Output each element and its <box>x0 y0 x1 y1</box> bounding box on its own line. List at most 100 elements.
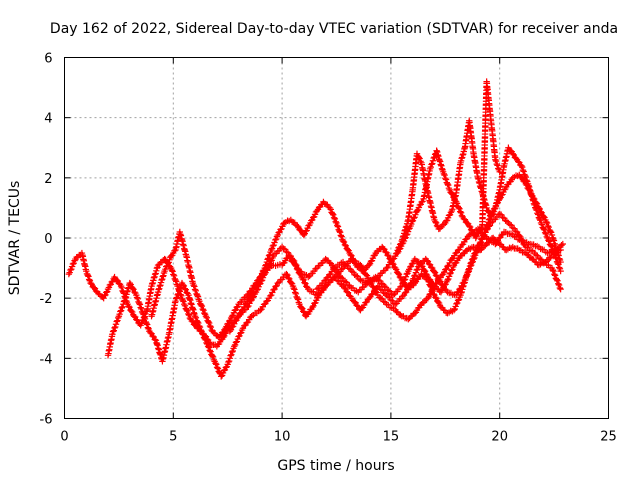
data-point <box>180 300 194 322</box>
y-tick-label: -6 <box>40 413 53 428</box>
data-point <box>537 219 550 241</box>
data-point <box>100 288 111 302</box>
y-axis-label: SDTVAR / TECUs <box>7 181 23 296</box>
data-point <box>198 328 211 348</box>
data-point <box>320 198 332 211</box>
data-point <box>339 282 354 300</box>
data-point <box>535 204 548 221</box>
data-point <box>109 314 122 338</box>
data-point <box>248 307 262 320</box>
data-point <box>148 264 161 290</box>
data-point <box>559 240 567 248</box>
data-point <box>550 249 564 272</box>
data-point <box>244 290 259 311</box>
data-point <box>244 284 259 305</box>
data-point <box>257 297 272 314</box>
data-point <box>339 237 352 254</box>
x-axis-label: GPS time / hours <box>277 458 394 474</box>
data-point <box>524 180 538 207</box>
data-point <box>305 265 319 281</box>
data-point <box>411 302 424 317</box>
data-point <box>487 205 498 221</box>
data-point <box>202 313 215 334</box>
x-tick-label: 10 <box>274 430 291 445</box>
data-point <box>337 273 352 289</box>
data-point <box>191 313 204 334</box>
data-point <box>496 210 511 225</box>
data-point <box>235 300 250 320</box>
grid-lines <box>64 57 609 419</box>
data-point <box>463 255 477 278</box>
data-point <box>374 282 389 297</box>
data-point <box>492 231 507 248</box>
data-point <box>516 246 528 256</box>
x-tick-label: 15 <box>383 430 400 445</box>
data-point <box>513 156 524 169</box>
series-track-6 <box>394 78 503 257</box>
data-point <box>222 314 235 332</box>
data-point <box>215 326 228 341</box>
data-point <box>522 243 536 255</box>
data-point <box>394 239 407 257</box>
series-track-5 <box>313 117 564 293</box>
data-point <box>442 209 455 227</box>
data-point <box>452 161 464 197</box>
data-point <box>261 248 274 272</box>
data-point <box>104 333 116 359</box>
data-point <box>148 291 161 320</box>
data-point <box>300 221 313 239</box>
data-point <box>298 273 311 291</box>
data-point <box>183 252 196 285</box>
data-markers <box>65 78 567 380</box>
data-point <box>161 254 174 275</box>
data-point <box>339 258 354 273</box>
data-point <box>159 333 172 365</box>
data-point <box>424 276 437 298</box>
data-point <box>409 263 422 284</box>
data-point <box>326 204 339 225</box>
data-point <box>217 363 230 380</box>
data-point <box>444 307 456 317</box>
data-point <box>65 257 78 278</box>
data-point <box>365 285 380 302</box>
data-point <box>331 259 345 272</box>
data-point <box>466 117 477 156</box>
data-point <box>522 249 535 262</box>
data-point <box>283 270 296 287</box>
data-point <box>133 291 146 316</box>
data-point <box>470 241 483 260</box>
data-point <box>500 228 515 238</box>
data-point <box>224 345 237 368</box>
data-point <box>405 188 416 224</box>
data-point <box>322 255 335 267</box>
data-point <box>400 224 413 245</box>
data-point <box>357 276 371 286</box>
data-point <box>392 264 405 282</box>
data-point <box>459 213 472 227</box>
data-point <box>503 244 515 254</box>
data-point <box>143 285 155 314</box>
data-point <box>509 172 521 182</box>
data-point <box>235 293 250 308</box>
data-point <box>189 279 202 303</box>
data-point <box>348 294 363 313</box>
data-point <box>496 168 503 176</box>
data-point <box>426 198 438 221</box>
data-point <box>302 305 315 320</box>
data-point <box>274 220 287 239</box>
data-point <box>204 343 218 364</box>
data-point <box>429 264 442 283</box>
data-point <box>231 326 246 350</box>
data-point <box>124 300 137 319</box>
data-point <box>435 221 448 233</box>
x-tick-label: 5 <box>169 430 177 445</box>
data-point <box>476 225 490 248</box>
data-point <box>365 275 380 287</box>
data-point <box>365 251 378 269</box>
y-tick-label: -2 <box>40 292 53 307</box>
data-point <box>431 216 442 231</box>
y-tick-label: 2 <box>44 172 52 187</box>
data-point <box>374 267 389 281</box>
data-point <box>270 261 284 269</box>
